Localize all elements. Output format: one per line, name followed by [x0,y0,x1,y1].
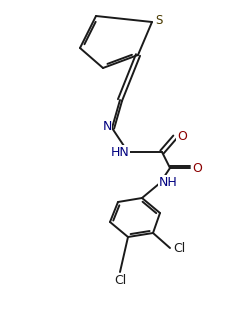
Text: O: O [177,130,187,143]
Text: N: N [102,120,112,133]
Text: Cl: Cl [114,274,126,287]
Text: Cl: Cl [173,242,185,255]
Text: S: S [155,14,163,27]
Text: O: O [192,161,202,174]
Text: HN: HN [111,146,129,158]
Text: NH: NH [159,176,177,189]
